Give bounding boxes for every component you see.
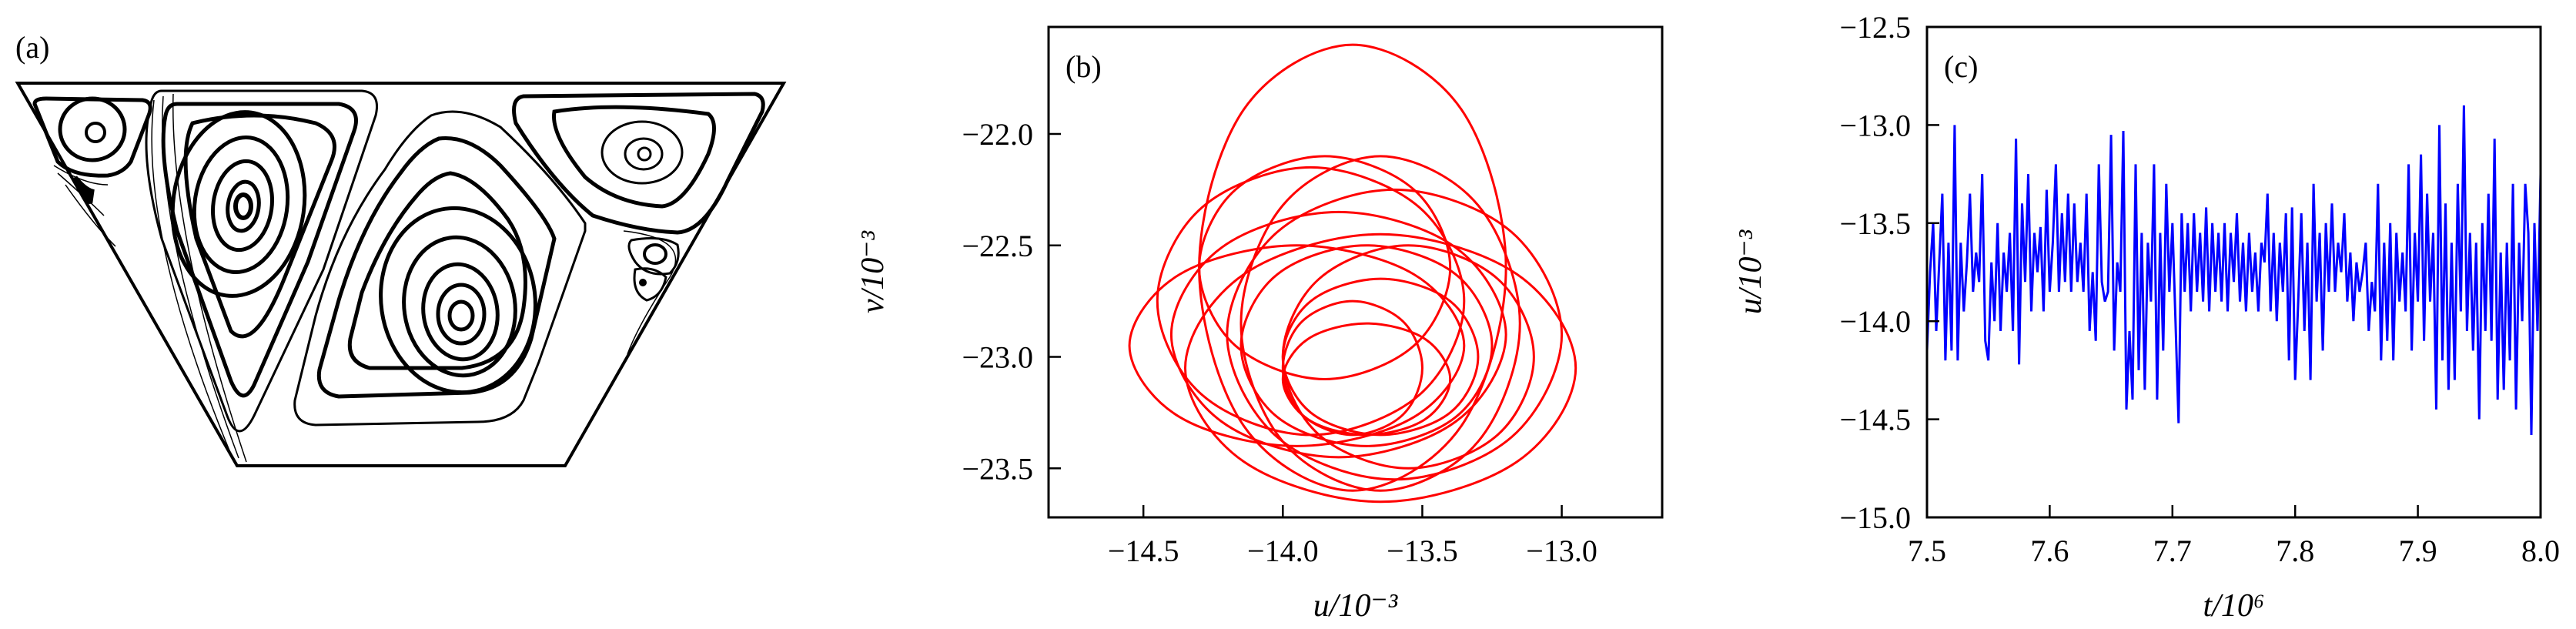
y-tick-label: −14.5: [1839, 403, 1911, 437]
trajectory-loop: [1239, 155, 1521, 492]
vortex-left: [145, 89, 378, 463]
x-tick-label: −13.5: [1387, 534, 1458, 568]
trajectory-loop: [1198, 43, 1507, 492]
x-tick-label: 7.7: [2153, 534, 2192, 568]
x-tick-label: −14.0: [1247, 534, 1319, 568]
trajectory-loop: [1198, 155, 1452, 380]
data-series: [1128, 43, 1577, 504]
y-tick-label: −12.5: [1839, 10, 1911, 45]
y-tick-label: −15.0: [1839, 500, 1911, 535]
y-axis-label: u/10⁻³: [1733, 229, 1768, 314]
x-tick-label: 7.5: [1908, 534, 1946, 568]
panel-label-a: (a): [15, 30, 49, 65]
y-tick-label: −23.5: [962, 451, 1033, 486]
trajectory-loop: [1128, 244, 1466, 447]
x-tick-label: −14.5: [1108, 534, 1179, 568]
panel-label: (b): [1066, 49, 1102, 84]
x-tick-label: 7.9: [2399, 534, 2437, 568]
vortex-small-right: [623, 230, 680, 355]
y-tick-label: −13.0: [1839, 108, 1911, 142]
y-tick-label: −14.0: [1839, 304, 1911, 339]
streamline-panel-a: (a): [15, 30, 787, 467]
x-tick-label: 7.8: [2276, 534, 2314, 568]
series-line: [1925, 105, 2542, 436]
y-tick-label: −13.5: [1839, 206, 1911, 241]
y-axis-label: v/10⁻³: [855, 230, 891, 313]
vortex-core: [639, 279, 647, 286]
trajectory-loop: [1184, 233, 1577, 504]
vortex-top-left: [32, 96, 152, 247]
x-tick-label: 7.6: [2030, 534, 2069, 568]
cavity-outline: [15, 82, 787, 467]
trajectory-loop: [1239, 244, 1494, 447]
axes-frame: [1047, 25, 1664, 519]
panel-label: (c): [1944, 49, 1978, 84]
y-tick-label: −23.0: [962, 340, 1033, 375]
y-tick-label: −22.5: [962, 229, 1033, 263]
x-axis-label: t/10⁶: [2203, 588, 2265, 624]
trajectory-loop: [1156, 166, 1466, 437]
x-tick-label: −13.0: [1526, 534, 1597, 568]
y-tick-label: −22.0: [962, 117, 1033, 152]
vortex-center: [293, 110, 587, 427]
x-axis-label: u/10⁻³: [1313, 588, 1399, 624]
trajectory-loop: [1169, 210, 1507, 459]
x-tick-label: 8.0: [2521, 534, 2560, 568]
time-series-chart-c: 7.5 7.6 7.7 7.8 7.9 8.0 −12.5 −13.0 −13.5 −14.0 −1…: [1733, 10, 2560, 624]
axes-frame: [1925, 25, 2542, 519]
trajectory-loop: [1281, 244, 1535, 470]
vortex-top-right: [512, 92, 765, 235]
trajectory-loop: [1226, 188, 1564, 481]
trajectory-loop: [1281, 322, 1452, 437]
data-series: [1925, 105, 2542, 436]
phase-portrait-chart-b: −14.5 −14.0 −13.5 −13.0 −22.0 −22.5 −23.0 −23.5…: [855, 25, 1664, 624]
